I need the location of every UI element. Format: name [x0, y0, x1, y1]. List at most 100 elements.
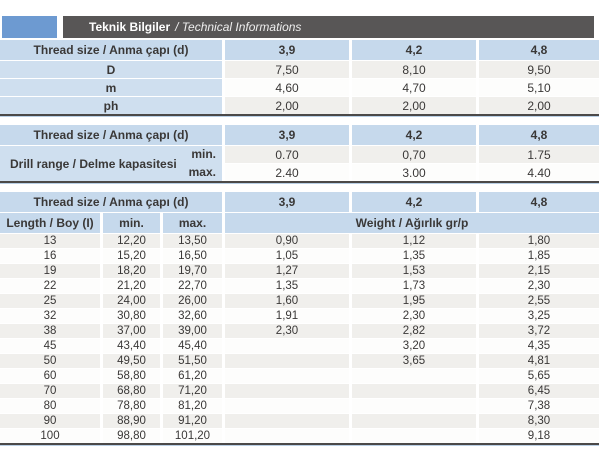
- length-cell: 100: [0, 429, 100, 443]
- max-cell: 19,70: [163, 264, 222, 278]
- min-cell: 49,50: [103, 354, 160, 368]
- table-dimensions: Thread size / Anma çapı (d) 3,9 4,2 4,8 …: [0, 40, 599, 114]
- max-cell: 13,50: [163, 234, 222, 248]
- length-cell: 45: [0, 339, 100, 353]
- table-cell: 8,10: [352, 61, 476, 78]
- weight-cell-4-8: 9,18: [479, 429, 599, 443]
- max-cell: 101,20: [163, 429, 222, 443]
- weight-cell-3-9: [225, 429, 349, 443]
- weight-cell-3-9: [225, 384, 349, 398]
- col-header-4-2: 4,2: [352, 192, 476, 212]
- weight-cell-4-8: 3,25: [479, 309, 599, 323]
- weight-cell-4-2: 1,12: [352, 234, 476, 248]
- length-cell: 60: [0, 369, 100, 383]
- max-cell: 26,00: [163, 294, 222, 308]
- col-header-3-9: 3,9: [225, 192, 349, 212]
- weight-cell-4-8: 5,65: [479, 369, 599, 383]
- weight-cell-4-2: [352, 384, 476, 398]
- col-header-4-8: 4,8: [479, 192, 599, 212]
- drill-range-label-cell: Drill range / Delme kapasitesi min. max.: [0, 146, 222, 181]
- weight-cell-4-2: 3,20: [352, 339, 476, 353]
- table-cell: 3.00: [352, 164, 476, 181]
- weight-cell-4-8: 2,55: [479, 294, 599, 308]
- length-cell: 70: [0, 384, 100, 398]
- weight-cell-3-9: [225, 339, 349, 353]
- min-cell: 68,80: [103, 384, 160, 398]
- table-cell: 4.40: [479, 164, 599, 181]
- table-cell: 4,60: [225, 79, 349, 96]
- table-divider: [0, 114, 599, 117]
- weight-cell-4-8: 2,30: [479, 279, 599, 293]
- weight-cell-4-8: 6,45: [479, 384, 599, 398]
- weight-cell-4-2: [352, 429, 476, 443]
- weight-cell-3-9: 1,27: [225, 264, 349, 278]
- col-header-4-8: 4,8: [479, 125, 599, 145]
- col-header-4-2: 4,2: [352, 40, 476, 60]
- max-label: max.: [188, 164, 216, 179]
- weight-cell-4-8: 8,30: [479, 414, 599, 428]
- table-cell: 0,70: [352, 146, 476, 163]
- table-drill-range: Thread size / Anma çapı (d) 3,9 4,2 4,8 …: [0, 125, 599, 181]
- title-bar: Teknik Bilgiler / Technical Informations: [2, 16, 594, 38]
- weight-cell-4-8: 4,81: [479, 354, 599, 368]
- max-cell: 39,00: [163, 324, 222, 338]
- thread-size-header: Thread size / Anma çapı (d): [0, 40, 222, 60]
- weight-cell-3-9: [225, 354, 349, 368]
- drill-range-label: Drill range / Delme kapasitesi: [10, 156, 177, 171]
- table-cell: 2.40: [225, 164, 349, 181]
- col-header-4-2: 4,2: [352, 125, 476, 145]
- table-cell: 2,00: [225, 97, 349, 114]
- weight-cell-3-9: 1,60: [225, 294, 349, 308]
- col-header-3-9: 3,9: [225, 40, 349, 60]
- min-cell: 21,20: [103, 279, 160, 293]
- weight-cell-4-2: 2,30: [352, 309, 476, 323]
- title-english: / Technical Informations: [175, 20, 302, 34]
- thread-size-header: Thread size / Anma çapı (d): [0, 192, 222, 212]
- min-cell: 24,00: [103, 294, 160, 308]
- title-bar-strip: Teknik Bilgiler / Technical Informations: [63, 16, 594, 38]
- length-cell: 90: [0, 414, 100, 428]
- weight-cell-4-8: 1,85: [479, 249, 599, 263]
- length-cell: 38: [0, 324, 100, 338]
- min-max-labels: min. max.: [189, 146, 216, 181]
- max-cell: 32,60: [163, 309, 222, 323]
- table-cell: 9,50: [479, 61, 599, 78]
- max-cell: 61,20: [163, 369, 222, 383]
- min-header: min.: [103, 213, 160, 233]
- min-cell: 58,80: [103, 369, 160, 383]
- min-cell: 43,40: [103, 339, 160, 353]
- max-cell: 45,40: [163, 339, 222, 353]
- weight-cell-3-9: [225, 369, 349, 383]
- col-header-3-9: 3,9: [225, 125, 349, 145]
- col-header-4-8: 4,8: [479, 40, 599, 60]
- weight-cell-4-8: 1,80: [479, 234, 599, 248]
- max-cell: 22,70: [163, 279, 222, 293]
- weight-cell-4-2: [352, 369, 476, 383]
- length-cell: 50: [0, 354, 100, 368]
- table-cell: 2,00: [479, 97, 599, 114]
- weight-cell-4-8: 2,15: [479, 264, 599, 278]
- weight-cell-3-9: [225, 414, 349, 428]
- length-cell: 13: [0, 234, 100, 248]
- row-label-m: m: [0, 79, 222, 96]
- table-divider: [0, 443, 599, 446]
- weight-cell-4-2: 1,35: [352, 249, 476, 263]
- table-cell: 4,70: [352, 79, 476, 96]
- weight-cell-4-2: 3,65: [352, 354, 476, 368]
- length-cell: 16: [0, 249, 100, 263]
- row-label-ph: ph: [0, 97, 222, 114]
- weight-cell-4-2: [352, 399, 476, 413]
- length-cell: 80: [0, 399, 100, 413]
- weight-cell-4-2: 1,73: [352, 279, 476, 293]
- table-cell: 1.75: [479, 146, 599, 163]
- max-cell: 16,50: [163, 249, 222, 263]
- table-divider: [0, 181, 599, 184]
- min-cell: 88,90: [103, 414, 160, 428]
- weight-cell-3-9: 0,90: [225, 234, 349, 248]
- min-cell: 12,20: [103, 234, 160, 248]
- table-cell: 0.70: [225, 146, 349, 163]
- weight-cell-3-9: 1,05: [225, 249, 349, 263]
- weight-cell-4-8: 3,72: [479, 324, 599, 338]
- table-cell: 5,10: [479, 79, 599, 96]
- table-length-weight: Thread size / Anma çapı (d) 3,9 4,2 4,8 …: [0, 192, 599, 443]
